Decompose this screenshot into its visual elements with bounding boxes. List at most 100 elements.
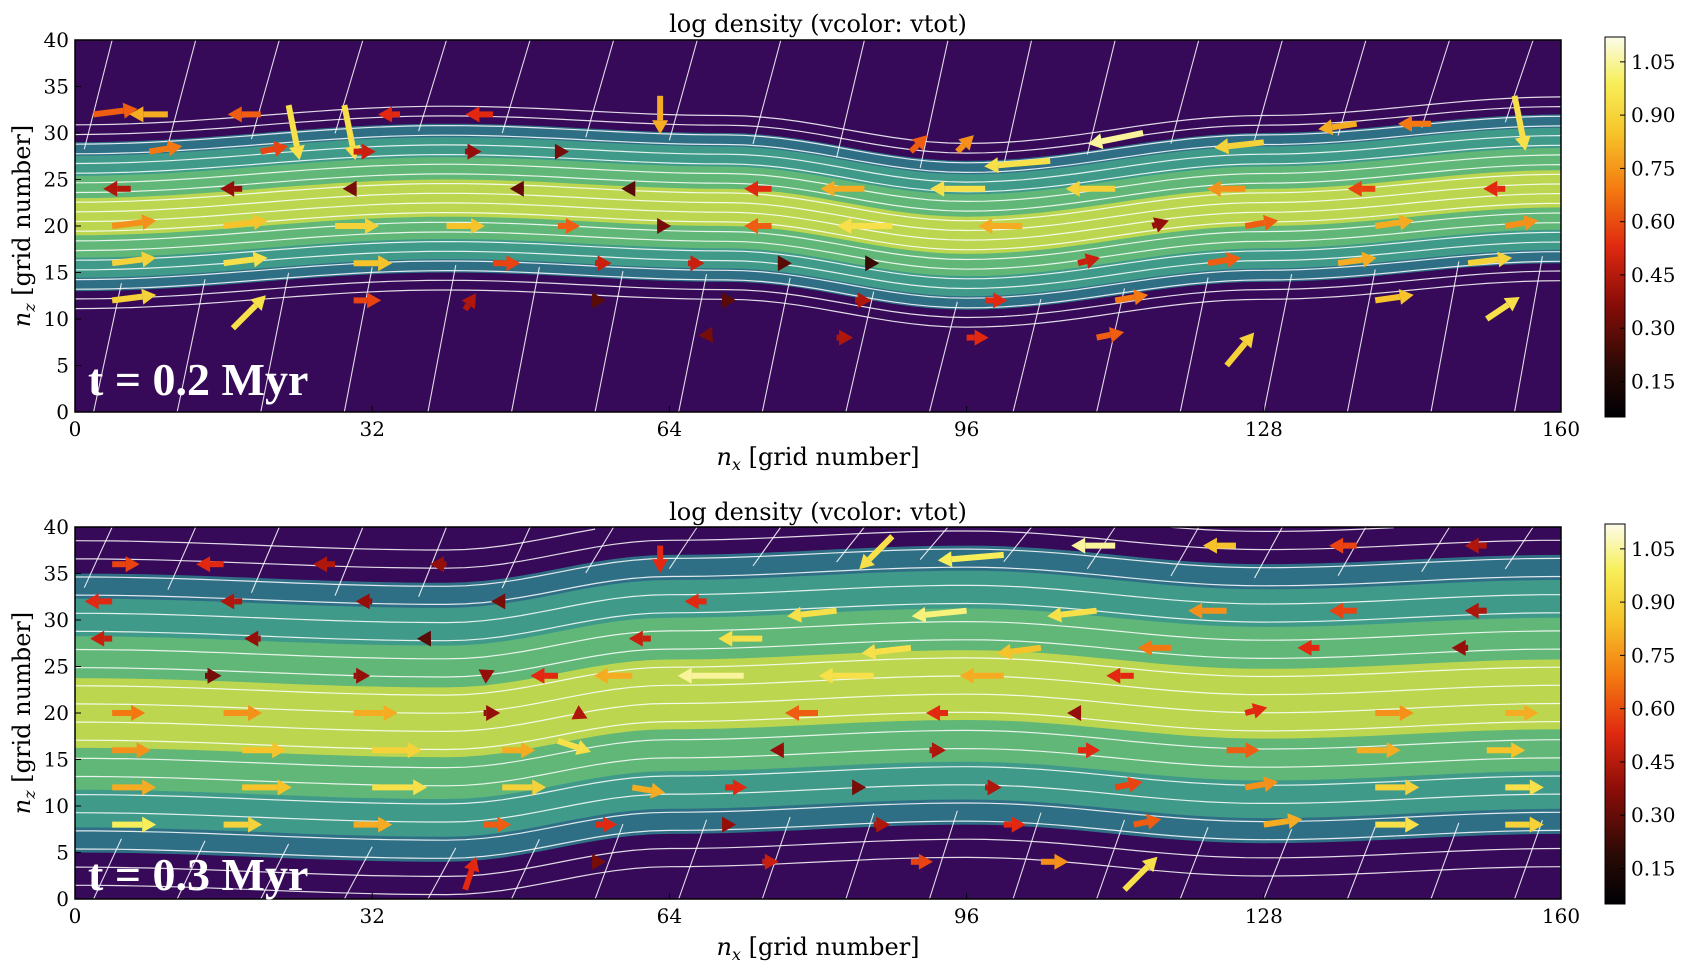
velocity-vector [926, 705, 949, 721]
vector-head [361, 143, 376, 160]
vector-shaft [1337, 256, 1364, 267]
velocity-vector [1244, 703, 1268, 719]
vector-head [1065, 180, 1080, 197]
vector-head [1329, 537, 1344, 554]
vector-head [90, 630, 105, 647]
vector-head [141, 214, 157, 231]
velocity-vector [785, 705, 818, 721]
vector-head [628, 630, 643, 647]
velocity-vector [1486, 742, 1526, 759]
streamline [75, 584, 1561, 624]
streamline-vertical-bottom [1346, 826, 1376, 900]
vector-head [478, 669, 495, 684]
vector-shaft [1151, 222, 1157, 229]
velocity-vector [1137, 639, 1171, 656]
streamline-vertical-top [167, 526, 197, 590]
velocity-vector [621, 180, 636, 197]
velocity-vector [378, 106, 401, 123]
panel-top-velocity-vectors [93, 95, 1539, 368]
streamline-vertical-top [919, 39, 949, 169]
y-tick-label: 30 [44, 121, 69, 145]
x-tick-label: 64 [657, 904, 682, 928]
velocity-vector [313, 556, 336, 573]
velocity-vector [1214, 138, 1265, 155]
panel-bottom-x-axis-label: nx [grid number] [716, 933, 919, 964]
velocity-vector [223, 251, 268, 268]
x-tick-label: 128 [1245, 417, 1283, 441]
vector-shaft [997, 157, 1051, 169]
vector-head [220, 593, 235, 610]
vector-shaft [1374, 219, 1401, 229]
vector-head [486, 705, 501, 721]
vector-head [530, 667, 545, 684]
velocity-vector [1297, 639, 1320, 656]
velocity-vector [769, 742, 784, 759]
streamline-vertical-top [501, 39, 531, 134]
streamline [74, 212, 1562, 261]
vector-head [248, 816, 263, 833]
colorbar-tick-label: 0.90 [1631, 103, 1676, 127]
panel-top-time-label: t = 0.2 Myr [88, 354, 308, 405]
vector-head [861, 643, 877, 660]
streamline-vertical-bottom [1514, 819, 1543, 900]
vector-head [1245, 742, 1260, 759]
velocity-vector [353, 292, 382, 309]
streamline-vertical-bottom [1430, 261, 1460, 413]
streamline-vertical-bottom [1096, 819, 1126, 900]
velocity-vector [725, 779, 748, 796]
streamline-vertical-top [501, 526, 531, 589]
colorbar-tick-label: 1.05 [1631, 50, 1676, 74]
velocity-vector [1071, 537, 1116, 554]
y-tick-label: 20 [44, 701, 69, 725]
vector-shaft [1374, 293, 1401, 304]
x-tick-label: 96 [954, 417, 979, 441]
colorbar-tick-label: 0.30 [1631, 803, 1676, 827]
velocity-vector [930, 180, 986, 197]
vector-head [592, 853, 607, 870]
x-tick-label: 96 [954, 904, 979, 928]
streamline-vertical-top [1254, 526, 1283, 579]
colorbar-tick-label: 0.45 [1631, 750, 1676, 774]
streamline-vertical-top [668, 39, 698, 141]
vector-head [1108, 327, 1125, 343]
velocity-vector [1114, 776, 1143, 793]
velocity-vector [1133, 814, 1162, 830]
vector-shaft [285, 104, 300, 147]
streamline-vertical-bottom [1012, 812, 1042, 900]
vector-head [621, 180, 636, 197]
streamline-vertical-top [1337, 526, 1367, 576]
vector-shaft [925, 607, 967, 618]
velocity-vector [652, 545, 669, 574]
panel-bottom-y-axis-label: nz [grid number] [8, 612, 39, 814]
colorbar-tick-label: 0.75 [1631, 156, 1676, 180]
vector-head [378, 106, 393, 123]
vector-head [1202, 537, 1217, 554]
vector-head [785, 705, 799, 721]
velocity-vector [744, 180, 772, 197]
vector-head [1464, 537, 1479, 554]
streamline [74, 154, 1562, 203]
streamline-vertical-bottom [845, 812, 875, 900]
velocity-vector [220, 593, 243, 610]
velocity-vector [112, 556, 140, 573]
panel-bottom-title: log density (vcolor: vtot) [669, 498, 967, 526]
vector-head [464, 856, 480, 873]
velocity-vector [1065, 180, 1116, 197]
velocity-vector [223, 816, 263, 833]
velocity-vector [430, 556, 447, 573]
velocity-vector [837, 218, 893, 234]
velocity-vector [1318, 119, 1358, 136]
vector-head [196, 556, 211, 573]
velocity-vector [1329, 537, 1357, 554]
velocity-vector [966, 329, 989, 346]
streamline-vertical-bottom [678, 819, 708, 900]
vector-head [509, 180, 524, 197]
velocity-vector [1263, 813, 1303, 829]
streamline-vertical-bottom [1263, 274, 1293, 413]
vector-head [497, 816, 512, 833]
velocity-vector [148, 140, 183, 157]
velocity-vector [984, 157, 1051, 174]
vector-head [167, 140, 183, 157]
vector-shaft [223, 256, 255, 267]
